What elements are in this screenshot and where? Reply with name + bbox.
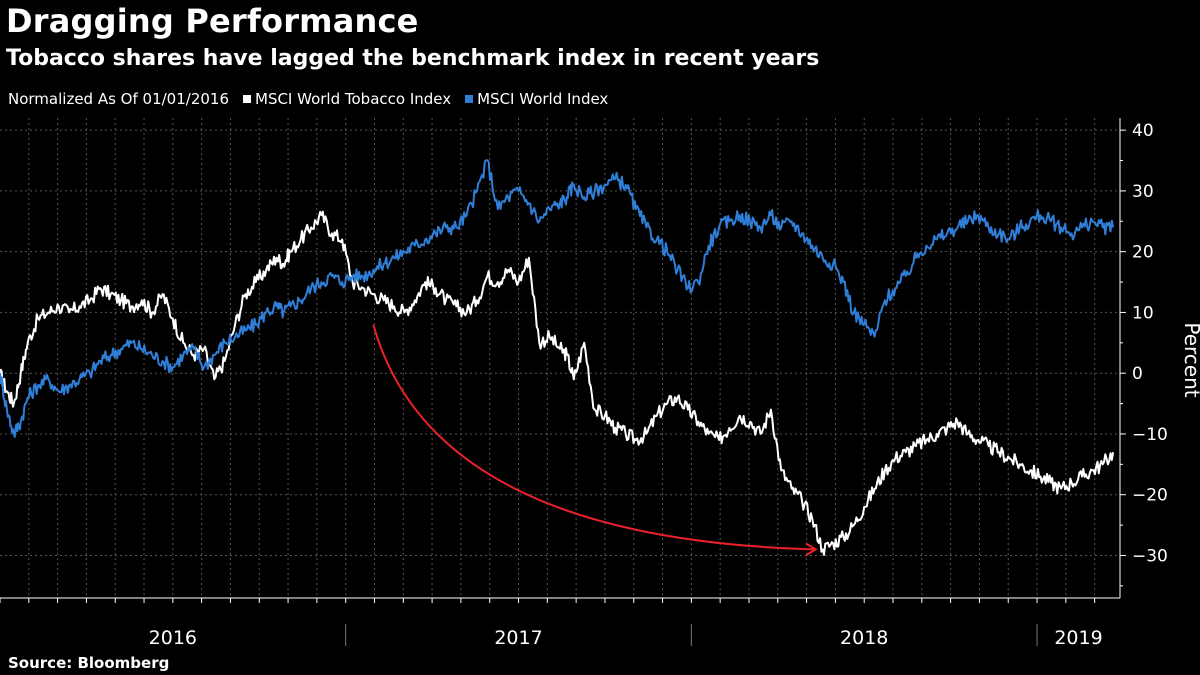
x-tick-label: 2018: [840, 627, 888, 649]
legend: Normalized As Of 01/01/2016 MSCI World T…: [8, 90, 622, 108]
x-tick-label: 2016: [149, 627, 197, 649]
source-note: Source: Bloomberg: [8, 654, 170, 672]
annotation-arrow: [372, 324, 818, 557]
y-axis-label: Percent: [1180, 322, 1200, 397]
y-tick-label: 10: [1132, 303, 1154, 323]
chart-title: Dragging Performance: [6, 2, 419, 40]
axes: −30 −20 −10 0 10 20 30 40 2016 2017 2018 2019: [0, 118, 1168, 649]
legend-item-tobacco: MSCI World Tobacco Index: [243, 90, 451, 108]
series-line-world: [0, 159, 1115, 438]
y-tick-label: −10: [1132, 425, 1168, 445]
annotation-arrow-curve: [372, 324, 816, 551]
legend-item-world: MSCI World Index: [465, 90, 608, 108]
legend-label-tobacco: MSCI World Tobacco Index: [255, 90, 452, 108]
y-tick-label: 20: [1132, 243, 1154, 263]
chart-subtitle: Tobacco shares have lagged the benchmark…: [6, 46, 820, 71]
annotation-arrow-head: [805, 542, 818, 557]
legend-swatch-world: [465, 95, 474, 103]
y-tick-label: 30: [1132, 182, 1154, 202]
legend-swatch-tobacco: [243, 95, 251, 103]
y-tick-label: −30: [1132, 546, 1168, 566]
y-tick-label: 0: [1132, 364, 1143, 384]
y-tick-label: −20: [1132, 486, 1168, 506]
y-tick-label: 40: [1132, 121, 1154, 141]
x-tick-label: 2017: [494, 627, 542, 649]
x-tick-label: 2019: [1054, 627, 1102, 649]
series-lines: [0, 159, 1115, 556]
legend-label-world: MSCI World Index: [477, 90, 609, 108]
series-line-tobacco: [0, 210, 1115, 556]
legend-note: Normalized As Of 01/01/2016: [8, 90, 229, 108]
gridlines: [0, 118, 1120, 598]
